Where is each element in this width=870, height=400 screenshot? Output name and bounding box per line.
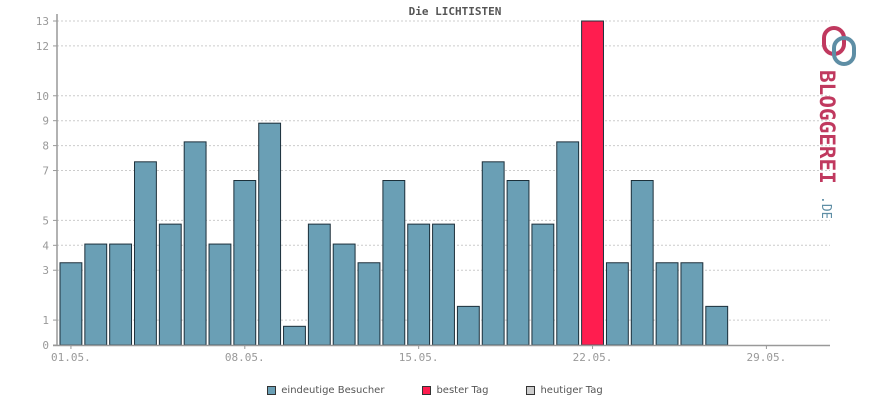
y-tick-label: 8 [42,140,49,153]
legend-swatch-best-day [422,386,432,395]
legend-label-today: heutiger Tag [540,385,603,396]
y-tick-label: 1 [42,314,49,327]
legend-item-visitors: eindeutige Besucher [267,385,384,396]
bar [605,262,629,346]
bloggerei-logo: BLOGGEREI .DE [810,18,865,219]
bar [283,325,306,346]
chart-title: Die LICHTISTEN [408,5,502,18]
bar [208,243,232,346]
y-tick-label: 13 [36,15,49,28]
bar [307,223,331,346]
legend-swatch-visitors [267,386,277,395]
legend-label-visitors: eindeutige Besucher [281,385,385,396]
x-tick-label: 22.05. [573,351,613,364]
bar [109,243,133,346]
bar [680,262,704,346]
x-tick-label: 15.05. [399,351,439,364]
x-tick-label: 01.05. [51,351,91,364]
bar [506,180,530,346]
bar [630,180,654,346]
y-tick-label: 7 [42,165,49,178]
y-tick-label: 10 [36,90,49,103]
legend-swatch-today [526,386,536,395]
brand-name: BLOGGEREI [815,70,839,184]
y-tick-label: 9 [42,115,49,128]
legend-item-best-day: bester Tag [422,385,488,396]
bar [556,141,580,346]
y-tick-label: 3 [42,264,49,277]
legend: eindeutige Besucher bester Tag heutiger … [0,385,870,396]
bar [705,305,729,346]
legend-label-best-day: bester Tag [436,385,489,396]
bar [233,180,257,346]
bar [158,223,182,346]
bar [407,223,431,346]
y-tick-label: 5 [42,214,49,227]
bar-best-day [581,20,604,346]
bar [382,180,406,346]
y-tick-label: 12 [36,40,49,53]
bar [357,262,381,346]
bar [332,243,356,346]
x-tick-label: 29.05. [747,351,787,364]
legend-item-today: heutiger Tag [526,385,603,396]
bar [258,122,282,346]
bar [183,141,207,346]
bar [655,262,679,346]
y-tick-label: 0 [42,339,49,352]
bar [84,243,108,346]
bar [531,223,555,346]
x-tick-label: 08.05. [225,351,265,364]
bar [481,161,505,346]
y-tick-label: 4 [42,239,49,252]
bar [59,262,83,346]
bar [134,161,157,346]
bloggerei-logo-icon: BLOGGEREI .DE [815,26,856,219]
bar [432,223,455,346]
brand-suffix: .DE [818,196,833,218]
bar [456,305,480,346]
